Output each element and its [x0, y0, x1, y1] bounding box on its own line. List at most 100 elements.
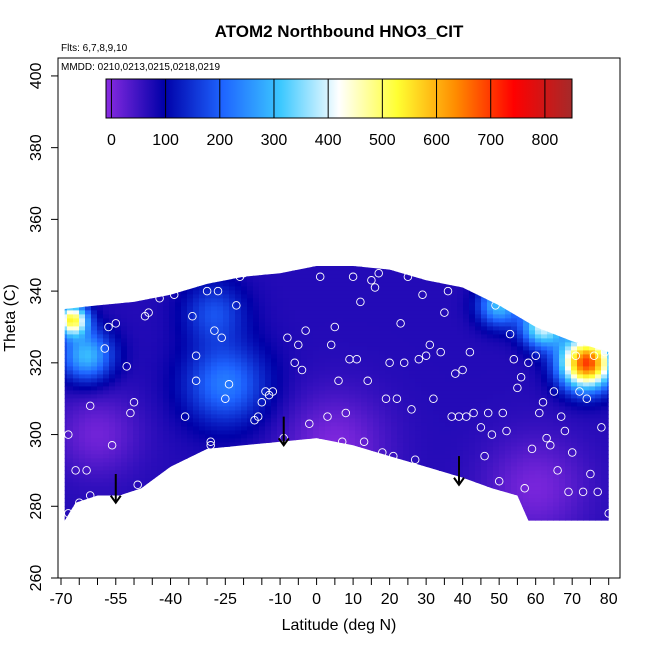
field-cell	[433, 398, 440, 403]
field-cell	[493, 382, 500, 387]
field-cell	[259, 402, 266, 407]
field-cell	[169, 302, 176, 307]
field-cell	[409, 286, 416, 291]
field-cell	[151, 434, 158, 439]
field-cell	[73, 458, 80, 463]
field-cell	[259, 390, 266, 395]
field-cell	[295, 374, 302, 379]
field-cell	[439, 298, 446, 303]
field-cell	[121, 398, 128, 403]
field-cell	[469, 410, 476, 415]
field-cell	[439, 386, 446, 391]
field-cell	[313, 286, 320, 291]
field-cell	[241, 438, 248, 443]
field-cell	[499, 474, 506, 479]
field-cell	[97, 458, 104, 463]
field-cell	[361, 394, 368, 399]
field-cell	[103, 430, 110, 435]
field-cell	[301, 310, 308, 315]
field-cell	[451, 430, 458, 435]
field-cell	[427, 342, 434, 347]
field-cell	[199, 394, 206, 399]
field-cell	[325, 346, 332, 351]
field-cell	[343, 418, 350, 423]
field-cell	[229, 382, 236, 387]
field-cell	[253, 378, 260, 383]
field-cell	[421, 290, 428, 295]
field-cell	[133, 410, 140, 415]
field-cell	[181, 310, 188, 315]
field-cell	[319, 422, 326, 427]
field-cell	[169, 326, 176, 331]
field-cell	[64, 338, 68, 343]
field-cell	[457, 302, 464, 307]
field-cell	[409, 342, 416, 347]
field-cell	[475, 330, 482, 335]
field-cell	[421, 426, 428, 431]
field-cell	[421, 354, 428, 359]
field-cell	[343, 278, 350, 283]
field-cell	[379, 450, 386, 455]
field-cell	[295, 278, 302, 283]
field-cell	[421, 414, 428, 419]
field-cell	[511, 382, 518, 387]
field-cell	[445, 318, 452, 323]
field-cell	[223, 346, 230, 351]
field-cell	[415, 334, 422, 339]
field-cell	[331, 382, 338, 387]
field-cell	[229, 358, 236, 363]
field-cell	[187, 442, 194, 447]
field-cell	[295, 342, 302, 347]
field-cell	[313, 366, 320, 371]
field-cell	[421, 362, 428, 367]
field-cell	[361, 386, 368, 391]
field-cell	[415, 406, 422, 411]
field-cell	[421, 346, 428, 351]
field-cell	[145, 414, 152, 419]
field-cell	[325, 326, 332, 331]
field-cell	[505, 338, 512, 343]
field-cell	[505, 358, 512, 363]
field-cell	[217, 350, 224, 355]
field-cell	[379, 406, 386, 411]
field-cell	[439, 294, 446, 299]
field-cell	[127, 314, 134, 319]
field-cell	[271, 390, 278, 395]
field-cell	[187, 446, 194, 451]
field-cell	[127, 346, 134, 351]
field-cell	[295, 410, 302, 415]
field-cell	[427, 386, 434, 391]
field-cell	[103, 370, 110, 375]
field-cell	[169, 374, 176, 379]
field-cell	[403, 402, 410, 407]
field-cell	[337, 334, 344, 339]
field-cell	[373, 446, 380, 451]
field-cell	[283, 342, 290, 347]
field-cell	[307, 354, 314, 359]
field-cell	[145, 354, 152, 359]
field-cell	[349, 342, 356, 347]
field-cell	[109, 486, 116, 491]
field-cell	[181, 426, 188, 431]
field-cell	[265, 370, 272, 375]
field-cell	[103, 478, 110, 483]
field-cell	[307, 418, 314, 423]
field-cell	[115, 470, 122, 475]
field-cell	[445, 330, 452, 335]
field-cell	[217, 434, 224, 439]
field-cell	[331, 370, 338, 375]
field-cell	[163, 322, 170, 327]
field-cell	[205, 402, 212, 407]
field-cell	[133, 386, 140, 391]
field-cell	[301, 418, 308, 423]
field-cell	[505, 398, 512, 403]
field-cell	[85, 370, 92, 375]
field-cell	[331, 278, 338, 283]
field-cell	[115, 482, 122, 487]
field-cell	[475, 310, 482, 315]
field-cell	[337, 418, 344, 423]
field-cell	[103, 338, 110, 343]
field-cell	[433, 374, 440, 379]
field-cell	[409, 310, 416, 315]
field-cell	[481, 326, 488, 331]
